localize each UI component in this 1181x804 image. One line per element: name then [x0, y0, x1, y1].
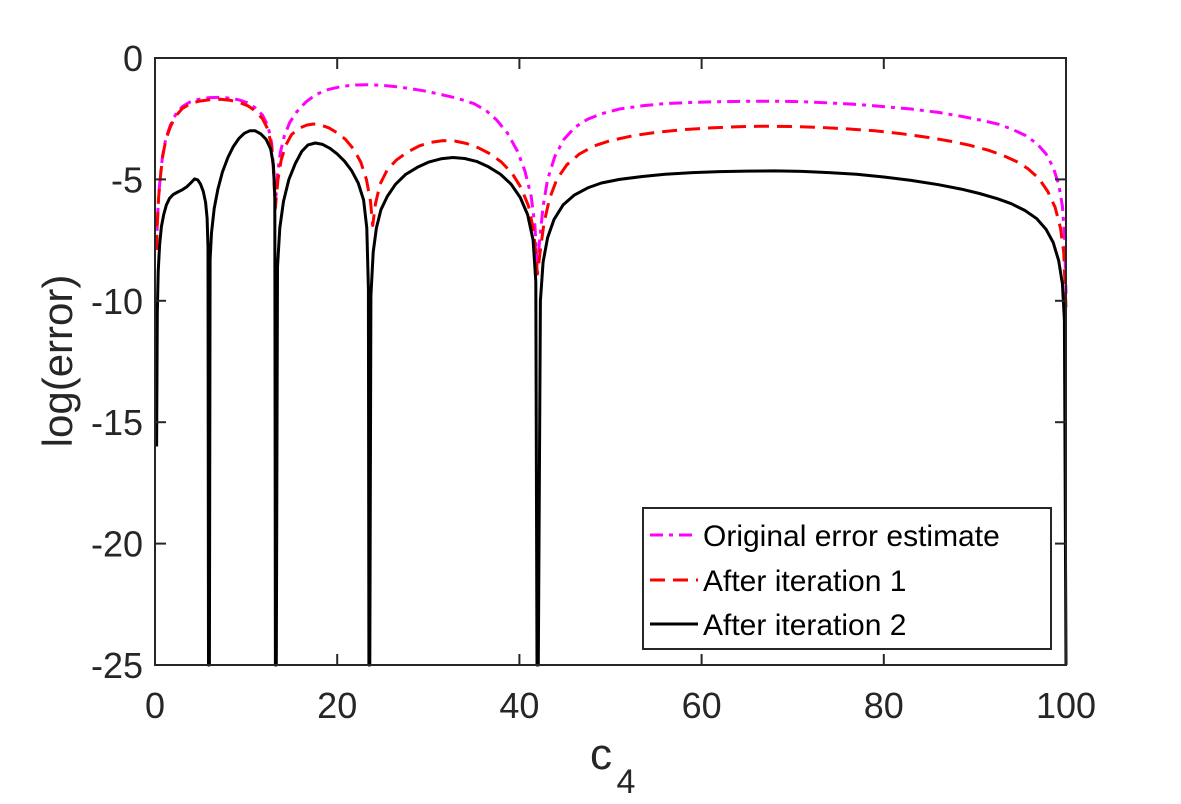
x-tick-label: 80 — [864, 685, 904, 726]
curve-original-error-estimate — [154, 83, 1068, 294]
y-tick-label: -20 — [91, 524, 143, 565]
legend: Original error estimate After iteration 1… — [642, 507, 1052, 650]
legend-item: After iteration 1 — [650, 565, 906, 598]
curves-group — [154, 83, 1068, 667]
x-tick-label: 20 — [317, 685, 357, 726]
legend-label: Original error estimate — [703, 520, 1000, 553]
curve-after-iteration-2 — [155, 129, 1068, 667]
y-tick-label: -10 — [91, 281, 143, 322]
legend-label: After iteration 1 — [703, 565, 906, 598]
y-tick-label: 0 — [123, 38, 143, 79]
legend-item: Original error estimate — [650, 520, 1000, 553]
tick-labels-group: 0 20 40 60 80 100 0 -5 -10 -15 -20 -25 — [91, 38, 1096, 726]
legend-box — [642, 507, 1052, 650]
x-tick-label: 60 — [682, 685, 722, 726]
axes-box — [154, 57, 1067, 666]
x-tick-label: 40 — [499, 685, 539, 726]
y-tick-label: -15 — [91, 402, 143, 443]
y-tick-label: -5 — [111, 159, 143, 200]
y-tick-label: -25 — [91, 645, 143, 686]
y-axis-label: log(error) — [34, 275, 81, 448]
x-tick-label: 100 — [1036, 685, 1096, 726]
legend-label: After iteration 2 — [703, 609, 906, 642]
legend-items-group: Original error estimate After iteration 1… — [650, 520, 1000, 642]
curve-after-iteration-1 — [154, 97, 1068, 309]
legend-item: After iteration 2 — [650, 609, 906, 642]
x-axis-label: c 4 — [590, 730, 635, 801]
ticks-group — [154, 57, 1067, 666]
x-tick-label: 0 — [145, 685, 165, 726]
